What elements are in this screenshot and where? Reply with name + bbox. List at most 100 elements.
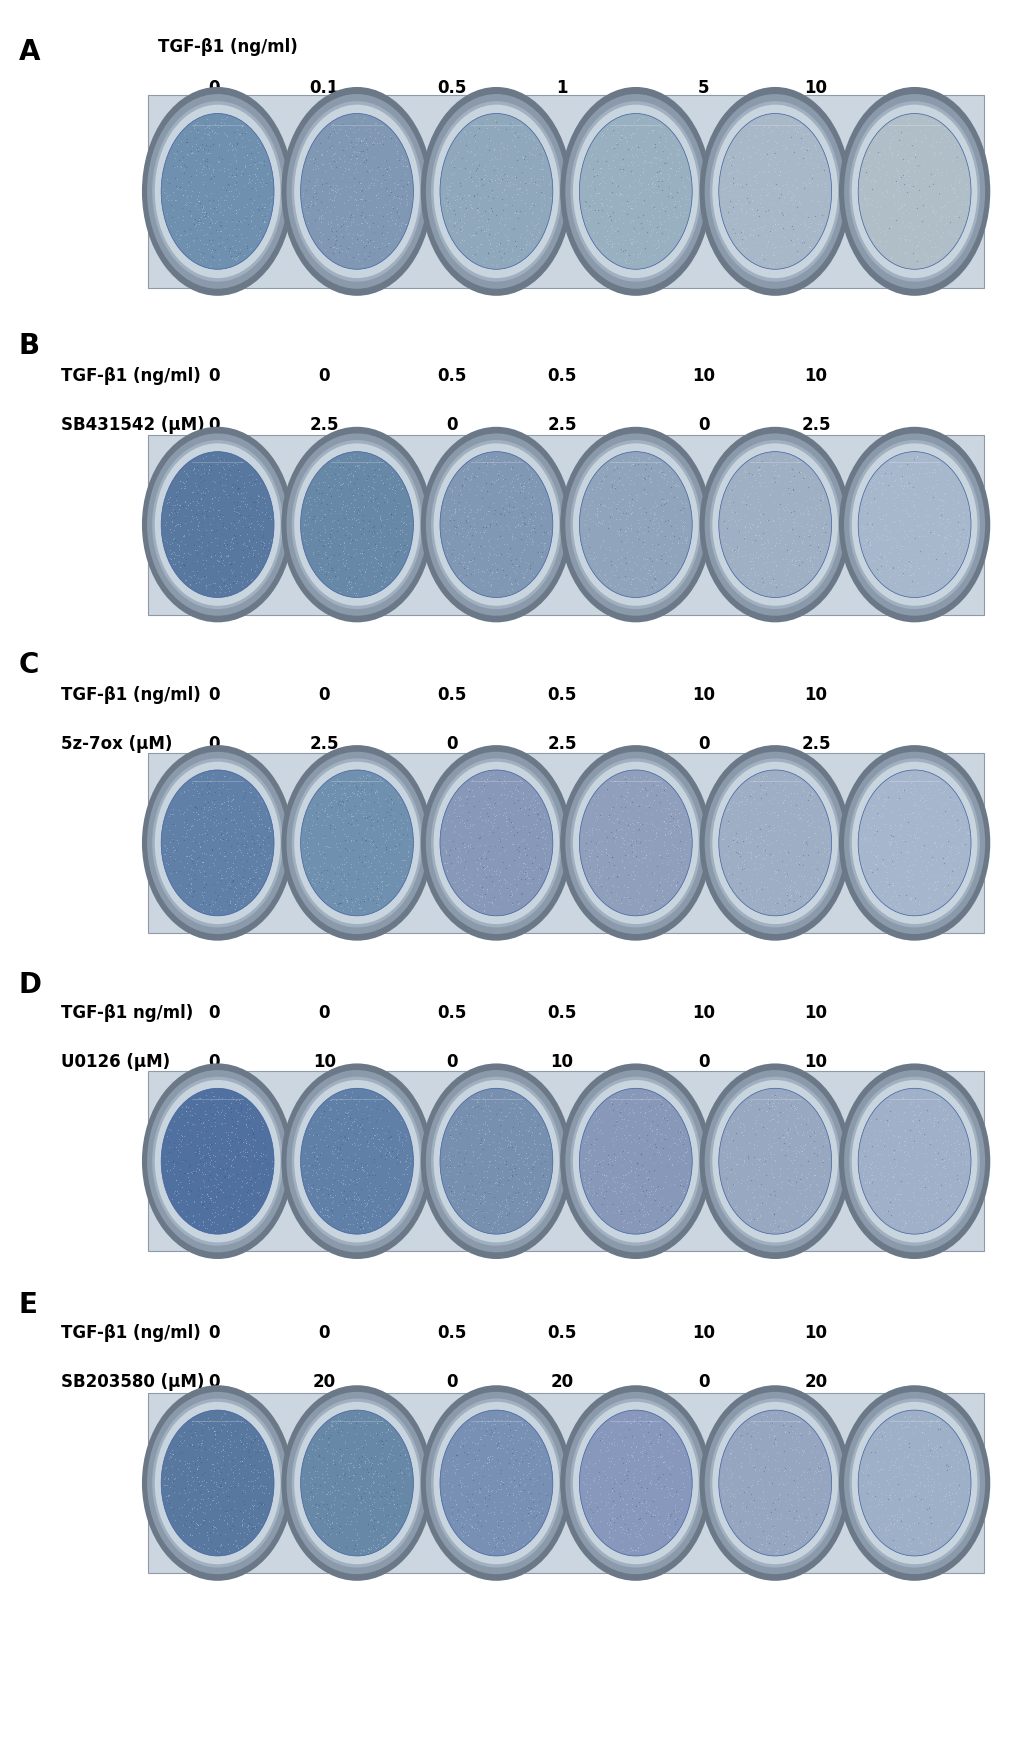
Point: [215, 1479, 231, 1507]
Point: [223, 1138, 239, 1166]
Point: [175, 799, 192, 827]
Point: [604, 474, 621, 502]
Point: [366, 218, 382, 246]
Point: [592, 799, 608, 827]
Point: [932, 163, 949, 191]
Point: [508, 1426, 525, 1454]
Point: [376, 568, 392, 596]
Point: [788, 1092, 804, 1120]
Point: [474, 524, 490, 552]
Point: [263, 189, 279, 217]
Point: [579, 1477, 595, 1505]
Point: [904, 888, 920, 916]
Point: [487, 862, 503, 890]
Point: [328, 517, 344, 545]
Point: [366, 1503, 382, 1531]
Point: [884, 554, 901, 582]
Point: [605, 1509, 622, 1536]
Point: [766, 1530, 783, 1557]
Point: [355, 1456, 371, 1484]
Point: [306, 502, 322, 530]
Point: [530, 1182, 546, 1210]
Point: [337, 865, 354, 893]
Point: [260, 1148, 276, 1176]
Point: [228, 1113, 245, 1141]
Point: [463, 1463, 479, 1491]
Point: [252, 1460, 268, 1488]
Point: [679, 526, 695, 554]
Point: [777, 135, 794, 163]
Point: [245, 1458, 261, 1486]
Point: [944, 157, 960, 185]
Point: [600, 484, 616, 512]
Point: [746, 767, 762, 795]
Point: [238, 1416, 255, 1444]
Point: [307, 855, 323, 883]
Point: [616, 161, 633, 189]
Point: [624, 229, 640, 257]
Point: [744, 778, 760, 806]
Point: [510, 175, 526, 203]
Point: [192, 1510, 208, 1538]
Point: [340, 575, 357, 603]
Point: [372, 170, 388, 198]
Point: [587, 802, 603, 830]
Point: [350, 1187, 366, 1215]
Point: [302, 795, 318, 823]
Point: [210, 1439, 226, 1467]
Point: [634, 465, 650, 493]
Point: [469, 1089, 485, 1117]
Point: [175, 552, 192, 580]
Point: [383, 850, 399, 877]
Point: [499, 577, 516, 605]
Point: [186, 1418, 203, 1446]
Point: [332, 1446, 348, 1474]
Point: [908, 206, 924, 234]
Point: [652, 797, 668, 825]
Point: [894, 533, 910, 561]
Point: [204, 243, 220, 271]
Point: [606, 453, 623, 481]
Point: [357, 883, 373, 911]
Point: [217, 809, 233, 837]
Point: [729, 171, 745, 199]
Point: [162, 192, 178, 220]
Point: [588, 180, 604, 208]
Point: [665, 809, 682, 837]
Point: [464, 1206, 480, 1234]
Point: [659, 851, 676, 879]
Point: [798, 1110, 814, 1138]
Point: [580, 1439, 596, 1467]
Point: [244, 1115, 260, 1143]
Point: [311, 526, 327, 554]
Point: [580, 822, 596, 850]
Point: [440, 530, 457, 558]
Point: [207, 1101, 223, 1129]
Point: [793, 771, 809, 799]
Point: [178, 131, 195, 159]
Point: [491, 857, 507, 884]
Point: [233, 1425, 250, 1453]
Point: [387, 131, 404, 159]
Point: [329, 547, 345, 575]
Point: [189, 117, 205, 145]
Point: [870, 164, 887, 192]
Point: [728, 184, 744, 212]
Point: [479, 877, 495, 905]
Point: [598, 1197, 614, 1225]
Point: [579, 173, 595, 201]
Point: [438, 528, 454, 556]
Point: [346, 874, 363, 902]
Point: [327, 182, 343, 210]
Point: [386, 537, 403, 565]
Point: [905, 832, 921, 860]
Point: [529, 1467, 545, 1495]
Text: 0.5: 0.5: [437, 79, 466, 96]
Point: [893, 210, 909, 238]
Point: [340, 245, 357, 273]
Point: [491, 500, 507, 528]
Point: [219, 788, 235, 816]
Point: [918, 1164, 934, 1192]
Point: [384, 1477, 400, 1505]
Point: [747, 764, 763, 792]
